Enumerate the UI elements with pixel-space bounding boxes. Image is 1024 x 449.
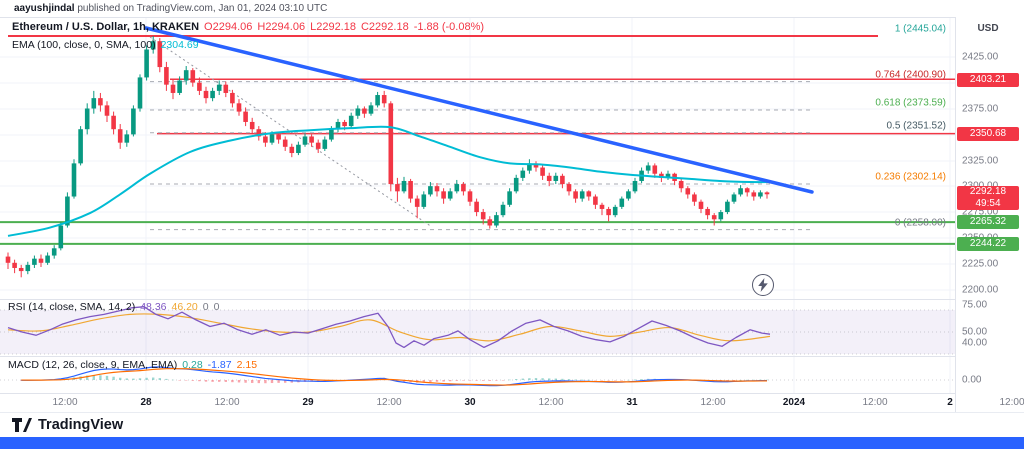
level-price-badge: 2265.32 <box>957 215 1019 229</box>
price-tick: 2325.00 <box>962 155 999 167</box>
price-tick: 2200.00 <box>962 284 999 296</box>
fib-level-label: 0.764 (2400.90) <box>875 69 946 81</box>
fib-level-label: 0 (2258.00) <box>894 217 946 229</box>
descending-trendline <box>144 26 814 194</box>
fib-level-label: 0.236 (2302.14) <box>875 171 946 183</box>
fib-level-label: 1 (2445.04) <box>894 23 946 35</box>
time-tick: 12:00 <box>700 397 726 408</box>
price-tick: 2375.00 <box>962 103 999 115</box>
symbol-title[interactable]: Ethereum / U.S. Dollar, 1h, KRAKEN <box>12 21 200 33</box>
ema-line <box>7 125 773 237</box>
time-tick: 2024 <box>782 397 806 408</box>
ohlc-change: -1.88 (-0.08%) <box>413 21 485 33</box>
time-tick: 30 <box>464 397 476 408</box>
time-tick: 12:00 <box>52 397 78 408</box>
lightning-bolt-icon <box>758 278 768 292</box>
ohlc-close: C2292.18 <box>360 21 409 33</box>
indicator-value: 0.28 <box>182 359 203 371</box>
level-price-badge: 2350.68 <box>957 127 1019 141</box>
indicator-value: 2.15 <box>236 359 258 371</box>
ema-legend[interactable]: EMA (100, close, 0, SMA, 100) 2304.69 <box>12 39 199 51</box>
publish-info: published on TradingView.com, Jan 01, 20… <box>74 3 328 14</box>
macd-line <box>21 366 768 387</box>
divider-time-axis <box>0 393 1024 394</box>
macd-signal-line <box>21 368 768 386</box>
footer-bar: TradingView <box>0 412 1024 437</box>
rsi-values: 48.36 46.20 0 0 <box>140 301 224 313</box>
fib-level-label: 0.5 (2351.52) <box>886 120 947 132</box>
last-price-badge: 2292.18 49:54 <box>957 186 1019 210</box>
time-tick: 31 <box>626 397 638 408</box>
tradingview-wordmark: TradingView <box>38 417 124 433</box>
rsi-label[interactable]: RSI (14, close, SMA, 14, 2) <box>8 301 136 313</box>
price-tick: 2225.00 <box>962 258 999 270</box>
price-tick: 40.00 <box>962 337 988 349</box>
divider-macd-pane[interactable] <box>0 356 1024 357</box>
rsi-legend[interactable]: RSI (14, close, SMA, 14, 2) 48.36 46.20 0 0 <box>8 301 224 313</box>
time-tick: 12:00 <box>376 397 402 408</box>
price-tick: 2275.00 <box>962 206 999 218</box>
ohlc-high: H2294.06 <box>257 21 306 33</box>
indicator-value: 0 <box>213 301 220 313</box>
indicator-value: 0 <box>202 301 209 313</box>
price-tick: 75.00 <box>962 299 988 311</box>
price-tick: 2425.00 <box>962 51 999 63</box>
rsi-sma-line <box>7 313 771 342</box>
bottom-accent-bar <box>0 437 1024 449</box>
macd-label[interactable]: MACD (12, 26, close, 9, EMA, EMA) <box>8 359 178 371</box>
time-tick: 12:00 <box>862 397 888 408</box>
price-tick: 50.00 <box>962 326 988 338</box>
price-axis[interactable]: USD 2425.002400.002375.002350.002325.002… <box>956 17 1024 412</box>
tradingview-logo-icon <box>12 418 32 432</box>
indicator-value: 46.20 <box>171 301 198 313</box>
divider-rsi-pane[interactable] <box>0 299 1024 300</box>
ohlc-low: L2292.18 <box>310 21 356 33</box>
currency-label: USD <box>977 23 999 34</box>
flash-icon[interactable] <box>752 274 774 296</box>
level-price-badge: 2244.22 <box>957 237 1019 251</box>
time-tick: 12:00 <box>214 397 240 408</box>
candles <box>5 36 770 278</box>
time-tick: 12:00 <box>999 397 1024 408</box>
macd-values: 0.28 -1.87 2.15 <box>182 359 262 371</box>
author-name: aayushjindal <box>14 3 75 14</box>
time-tick: 2 <box>947 397 953 408</box>
price-scale-border <box>955 17 956 412</box>
indicator-value: -1.87 <box>207 359 232 371</box>
divider-header <box>0 17 1024 18</box>
tradingview-logo[interactable]: TradingView <box>12 417 123 433</box>
ema-value: 2304.69 <box>160 39 199 51</box>
ohlc-open: O2294.06 <box>204 21 253 33</box>
level-price-badge: 2403.21 <box>957 73 1019 87</box>
price-tick: 0.00 <box>962 374 982 386</box>
symbol-legend[interactable]: Ethereum / U.S. Dollar, 1h, KRAKEN O2294… <box>12 21 484 33</box>
attribution-bar: aayushjindal published on TradingView.co… <box>0 0 1024 17</box>
ema-label[interactable]: EMA (100, close, 0, SMA, 100) <box>12 39 156 51</box>
indicator-value: 48.36 <box>140 301 167 313</box>
time-axis[interactable]: 12:00 28 12:00 29 12:00 30 12:00 31 12:00 2024 12:… <box>0 394 1024 412</box>
time-tick: 29 <box>302 397 314 408</box>
time-tick: 28 <box>140 397 152 408</box>
rsi-band <box>0 310 955 354</box>
fib-level-label: 0.618 (2373.59) <box>875 97 946 109</box>
macd-legend[interactable]: MACD (12, 26, close, 9, EMA, EMA) 0.28 -1… <box>8 359 262 371</box>
time-tick: 12:00 <box>538 397 564 408</box>
rsi-line <box>7 306 771 349</box>
